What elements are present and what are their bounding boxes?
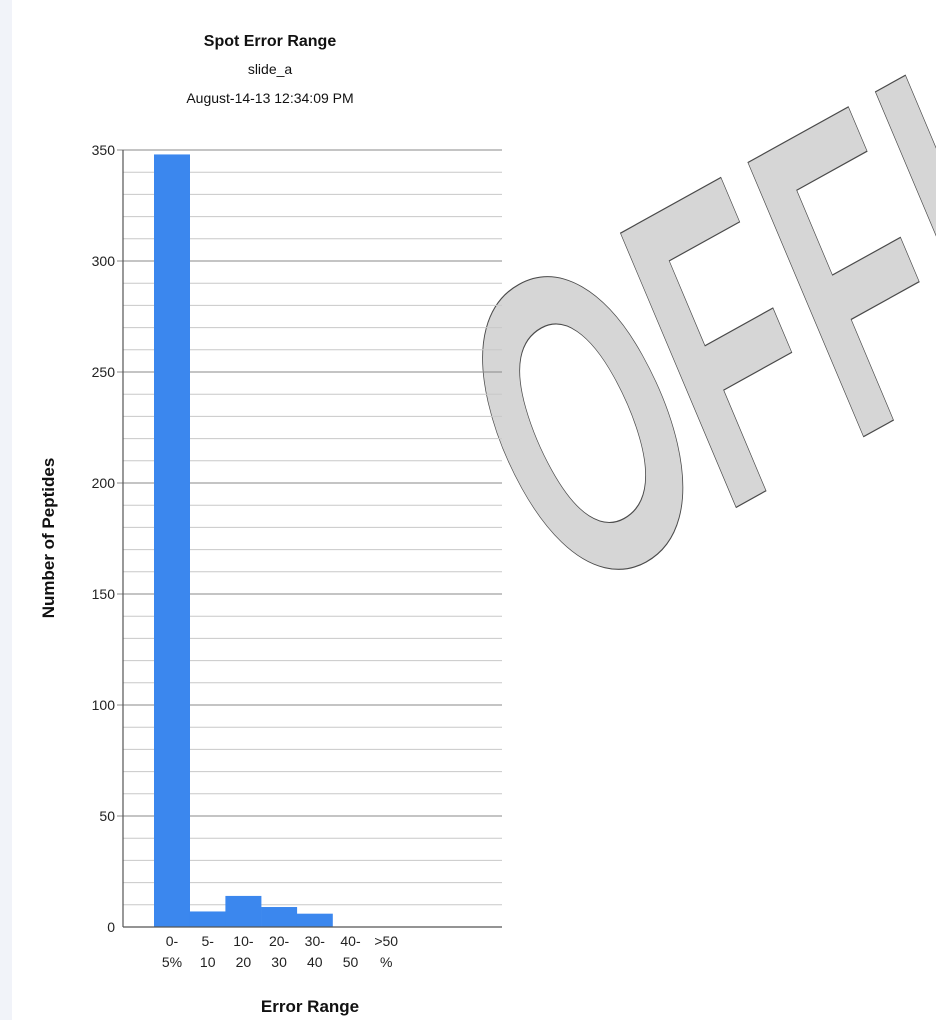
x-tick-label: 40-: [340, 933, 361, 949]
left-panel-strip: [0, 0, 12, 1020]
y-tick-label: 100: [92, 697, 116, 713]
y-tick-label: 300: [92, 253, 116, 269]
y-tick-labels: 0 50 100 150 200 250 300 350: [92, 142, 116, 935]
watermark: OFFICIAL: [381, 0, 936, 680]
y-tick-label: 200: [92, 475, 116, 491]
x-tick-label: 30: [271, 954, 287, 970]
x-tick-label: 5%: [162, 954, 182, 970]
x-tick-label: 0-: [166, 933, 179, 949]
bar: [189, 911, 226, 927]
chart-subtitle: slide_a: [248, 61, 293, 77]
y-tick-label: 350: [92, 142, 116, 158]
chart-date: August-14-13 12:34:09 PM: [186, 90, 353, 106]
x-axis-title: Error Range: [261, 997, 359, 1016]
x-tick-labels: 0- 5% 5- 10 10- 20 20- 30 30- 40 40- 50 >50%: [162, 933, 398, 970]
svg-text:OFFICIAL: OFFICIAL: [382, 0, 936, 680]
bars: [154, 154, 333, 927]
x-tick-label: %: [380, 954, 392, 970]
bar: [296, 913, 333, 927]
x-tick-label: 5-: [201, 933, 214, 949]
x-tick-label: 20-: [269, 933, 290, 949]
y-tick-label: 250: [92, 364, 116, 380]
y-tick-label: 50: [99, 808, 115, 824]
chart-title: Spot Error Range: [204, 33, 337, 50]
y-tick-label: 150: [92, 586, 116, 602]
bar: [225, 895, 262, 927]
x-tick-label: >50: [374, 933, 398, 949]
x-tick-label: 10: [200, 954, 216, 970]
bar: [261, 907, 298, 927]
y-tick-label: 0: [107, 919, 115, 935]
x-tick-label: 40: [307, 954, 323, 970]
bar: [154, 154, 190, 927]
y-axis-title: Number of Peptides: [39, 458, 58, 619]
x-tick-label: 20: [236, 954, 252, 970]
axes: [122, 150, 502, 928]
x-tick-label: 30-: [305, 933, 326, 949]
x-tick-label: 50: [343, 954, 359, 970]
x-tick-label: 10-: [233, 933, 254, 949]
